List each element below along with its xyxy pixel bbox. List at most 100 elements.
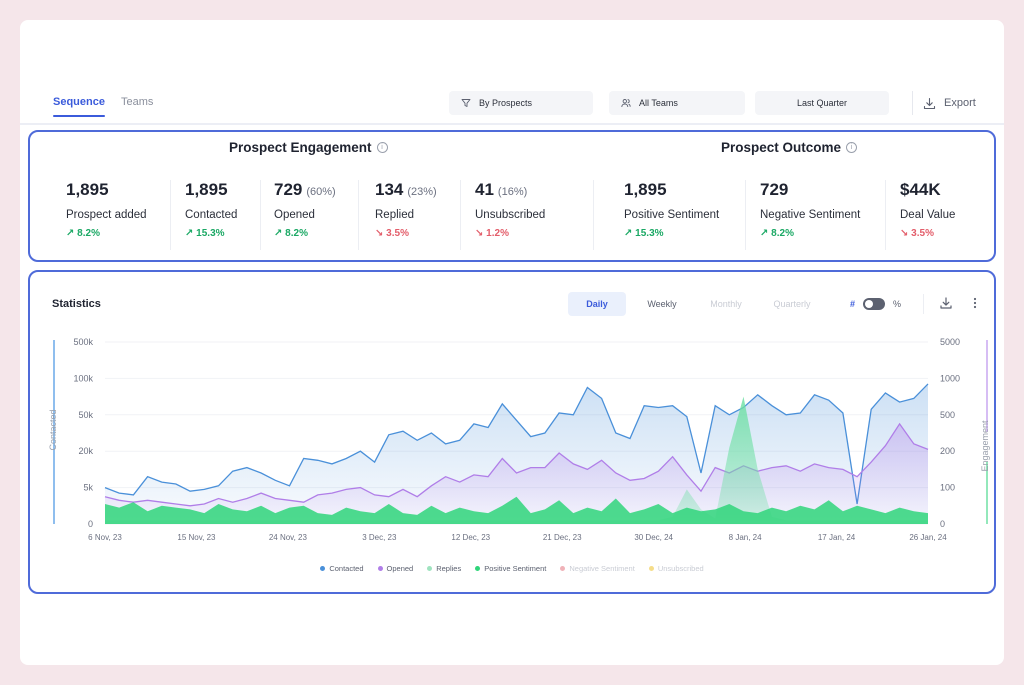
metric-divider xyxy=(358,180,359,250)
trend-down-icon: ↘ xyxy=(475,228,487,239)
metric-label: Positive Sentiment xyxy=(624,209,720,221)
x-tick-label: 15 Nov, 23 xyxy=(177,533,216,542)
period-filter-label: Last Quarter xyxy=(796,98,848,108)
count-label: # xyxy=(850,299,856,309)
left-tick-label: 0 xyxy=(88,519,93,529)
period-weekly[interactable]: Weekly xyxy=(647,299,677,309)
metric-card: $44K Deal Value ↘ 3.5% xyxy=(900,180,955,239)
metric-delta-value: 8.2% xyxy=(771,228,794,239)
metric-label: Prospect added xyxy=(66,209,147,221)
more-icon[interactable] xyxy=(971,296,979,310)
period-monthly[interactable]: Monthly xyxy=(710,299,742,309)
metric-delta: ↗ 8.2% xyxy=(760,228,860,239)
period-quarterly[interactable]: Quarterly xyxy=(773,299,811,309)
metric-delta: ↘ 3.5% xyxy=(375,228,437,239)
x-tick-label: 3 Dec, 23 xyxy=(362,533,397,542)
legend-swatch xyxy=(427,566,433,571)
trend-down-icon: ↘ xyxy=(900,228,912,239)
chart-legend: Contacted Opened Replies Positive Sentiment… xyxy=(30,564,994,573)
x-tick-label: 21 Dec, 23 xyxy=(543,533,582,542)
metric-delta-value: 3.5% xyxy=(386,228,409,239)
outcome-title-text: Prospect Outcome xyxy=(721,140,842,155)
engagement-title-text: Prospect Engagement xyxy=(229,140,372,155)
period-filter[interactable]: Last Quarter xyxy=(755,91,889,115)
export-button[interactable]: Export xyxy=(912,91,976,115)
download-icon[interactable] xyxy=(939,296,953,310)
right-tick-label: 500 xyxy=(940,410,955,420)
prospects-filter[interactable]: By Prospects xyxy=(449,91,593,115)
outcome-title: Prospect Outcome i xyxy=(721,140,858,155)
statistics-chart: 500k100k50k20k5k0500010005002001000Conta… xyxy=(48,337,990,542)
metric-delta: ↗ 8.2% xyxy=(274,228,336,239)
teams-filter[interactable]: All Teams xyxy=(609,91,745,115)
period-daily[interactable]: Daily xyxy=(568,292,626,316)
trend-down-icon: ↘ xyxy=(375,228,387,239)
metric-percent: (16%) xyxy=(497,186,528,198)
series-area-replies xyxy=(105,396,928,524)
download-icon xyxy=(923,97,936,109)
metric-value: 1,895 xyxy=(185,180,237,200)
series-line-opened xyxy=(104,422,929,507)
legend-label: Contacted xyxy=(329,564,364,573)
trend-up-icon: ↗ xyxy=(624,228,636,239)
metric-divider xyxy=(170,180,171,250)
trend-up-icon: ↗ xyxy=(274,228,286,239)
statistics-title: Statistics xyxy=(52,298,101,310)
info-icon[interactable]: i xyxy=(846,142,858,153)
legend-swatch xyxy=(475,566,481,571)
metric-percent: (60%) xyxy=(306,186,336,198)
metric-value: 729 (60%) xyxy=(274,180,336,200)
tab-teams[interactable]: Teams xyxy=(120,96,154,108)
metric-number: 1,895 xyxy=(185,180,228,199)
metric-number: 729 xyxy=(274,180,303,199)
metric-divider xyxy=(593,180,594,250)
legend-item[interactable]: Contacted xyxy=(320,564,364,573)
filter-icon xyxy=(461,99,471,107)
legend-swatch xyxy=(648,566,654,571)
right-tick-label: 5000 xyxy=(940,337,960,347)
left-tick-label: 500k xyxy=(73,337,93,347)
legend-item[interactable]: Positive Sentiment xyxy=(475,564,546,573)
legend-item[interactable]: Unsubscribed xyxy=(648,564,704,573)
metric-number: $44K xyxy=(900,180,941,199)
metric-card: 134 (23%) Replied ↘ 3.5% xyxy=(375,180,437,239)
metric-label: Deal Value xyxy=(900,209,956,221)
legend-item[interactable]: Opened xyxy=(377,564,414,573)
metric-number: 41 xyxy=(475,180,494,199)
metric-delta-value: 15.3% xyxy=(635,228,664,239)
dashboard-card: Sequence Teams By Prospects All Teams La… xyxy=(20,20,1004,665)
legend-label: Unsubscribed xyxy=(657,564,704,573)
legend-item[interactable]: Negative Sentiment xyxy=(560,564,635,573)
left-tick-label: 50k xyxy=(78,410,93,420)
tab-sequence[interactable]: Sequence xyxy=(53,96,105,117)
metric-label: Opened xyxy=(274,209,315,221)
metric-percent: (23%) xyxy=(407,186,437,198)
metric-label: Contacted xyxy=(185,209,238,221)
metric-delta: ↗ 15.3% xyxy=(185,228,237,239)
legend-label: Opened xyxy=(386,564,414,573)
x-tick-label: 26 Jan, 24 xyxy=(909,533,947,542)
trend-up-icon: ↗ xyxy=(66,228,78,239)
legend-label: Negative Sentiment xyxy=(569,564,635,573)
metric-delta-value: 3.5% xyxy=(911,228,934,239)
x-tick-label: 17 Jan, 24 xyxy=(818,533,856,542)
unit-toggle[interactable] xyxy=(863,298,886,310)
legend-swatch xyxy=(320,566,326,571)
metric-value: 1,895 xyxy=(66,180,147,200)
left-tick-label: 100k xyxy=(73,373,93,383)
info-icon[interactable]: i xyxy=(376,142,388,153)
metric-number: 1,895 xyxy=(66,180,109,199)
trend-up-icon: ↗ xyxy=(760,228,772,239)
metric-number: 729 xyxy=(760,180,789,199)
unit-toggle-group: # % xyxy=(850,298,901,310)
metric-delta: ↗ 15.3% xyxy=(624,228,719,239)
legend-item[interactable]: Replies xyxy=(427,564,461,573)
export-label: Export xyxy=(944,97,976,109)
metric-divider xyxy=(460,180,461,250)
x-tick-label: 24 Nov, 23 xyxy=(269,533,308,542)
trend-up-icon: ↗ xyxy=(185,228,197,239)
metric-number: 1,895 xyxy=(624,180,667,199)
right-tick-label: 100 xyxy=(940,483,955,493)
toolbar-divider xyxy=(923,294,924,314)
metric-delta: ↘ 3.5% xyxy=(900,228,955,239)
